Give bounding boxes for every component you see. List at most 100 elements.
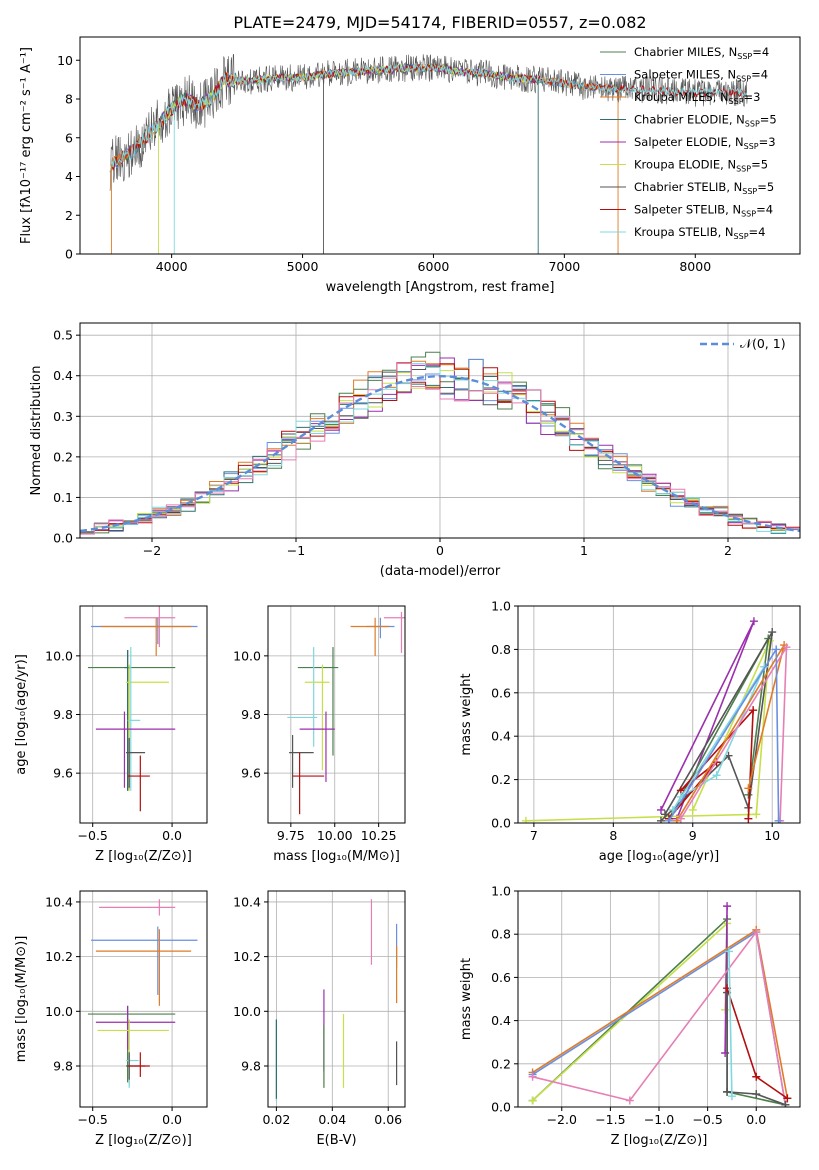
weight-point-marker <box>752 1090 761 1099</box>
y-tick-label: 0.0 <box>53 531 73 546</box>
legend-entry-sub: SSP <box>736 165 751 174</box>
legend-entry-sub: SSP <box>737 52 752 61</box>
weight-point-marker <box>774 816 783 823</box>
x-tick-label: 10 <box>764 828 780 843</box>
legend-entry: Kroupa STELIB, NSSP=4 <box>634 225 765 241</box>
weight-series-line <box>532 928 789 1099</box>
x-tick-label: −1.5 <box>595 1112 625 1127</box>
legend-entry-sub: SSP <box>729 97 744 106</box>
y-tick-label: 9.8 <box>241 707 261 722</box>
x-tick-label: −0.5 <box>78 1112 108 1127</box>
y-tick-label: 0.8 <box>491 642 511 657</box>
x-axis-label: Z [log₁₀(Z/Z⊙)] <box>95 1133 192 1148</box>
legend-entry: Chabrier ELODIE, NSSP=5 <box>634 113 777 129</box>
x-tick-label: 8 <box>609 828 617 843</box>
y-tick-label: 10.0 <box>45 648 73 663</box>
x-tick-label: −0.5 <box>78 828 108 843</box>
weight-point-marker <box>744 814 753 823</box>
x-axis-label: E(B-V) <box>316 1133 356 1148</box>
x-axis-label: Z [log₁₀(Z/Z⊙)] <box>611 1133 708 1148</box>
y-tick-label: 9.8 <box>241 1058 261 1073</box>
x-tick-label: 4000 <box>156 259 188 274</box>
weight-point-marker <box>752 928 761 937</box>
y-tick-label: 1.0 <box>491 884 511 899</box>
weight-point-marker <box>772 645 781 654</box>
y-tick-label: 0.6 <box>491 970 511 985</box>
x-tick-label: 6000 <box>418 259 450 274</box>
weight-point-marker <box>660 810 669 819</box>
weight-point-marker <box>656 805 665 814</box>
weight-point-marker <box>749 617 758 626</box>
normal-curve <box>80 374 800 533</box>
y-tick-label: 6 <box>65 130 73 145</box>
x-tick-label: 0 <box>436 543 444 558</box>
weight-point-marker <box>782 643 791 652</box>
spectrum-series-line <box>110 62 618 172</box>
weight-series-line <box>728 951 733 1097</box>
x-axis-label: (data-model)/error <box>380 564 501 579</box>
legend-entry-sub: SSP <box>736 75 751 84</box>
legend-entry-count: =4 <box>751 68 768 82</box>
weight-point-marker <box>712 771 721 780</box>
legend-entry-count: =4 <box>756 203 773 217</box>
legend-entry: 𝒩(0, 1) <box>740 336 786 351</box>
y-tick-label: 9.6 <box>53 766 73 781</box>
weight-point-marker <box>752 810 761 819</box>
y-tick-label: 10.4 <box>233 894 261 909</box>
y-tick-label: 9.6 <box>241 766 261 781</box>
x-tick-label: 9 <box>689 828 697 843</box>
weight-point-marker <box>744 784 753 793</box>
y-tick-label: 10.2 <box>45 949 73 964</box>
legend-entry: Chabrier STELIB, NSSP=5 <box>634 180 774 196</box>
axes-frame <box>79 36 801 255</box>
plot-area-residuals <box>80 351 800 535</box>
legend-entry: Salpeter MILES, NSSP=4 <box>634 68 768 84</box>
y-tick-label: 9.8 <box>53 707 73 722</box>
y-tick-label: 0.2 <box>491 772 511 787</box>
weight-series-line <box>660 631 773 822</box>
y-axis-label: mass [log₁₀(M/M⊙)] <box>14 936 29 1063</box>
y-tick-label: 0.2 <box>491 1056 511 1071</box>
y-tick-label: 0.6 <box>491 685 511 700</box>
axes-weight_vs_age: 7 8 9 10 0.0 0.2 0.4 0.6 0.8 1.0 age [log₁₀(age/yr… <box>459 599 801 864</box>
legend-entry-label: Chabrier ELODIE, N <box>634 113 745 127</box>
y-axis-label: Flux [fλ10⁻¹⁷ erg cm⁻² s⁻¹ A⁻¹] <box>19 47 34 244</box>
x-axis-label: mass [log₁₀(M/M⊙)] <box>273 849 400 864</box>
y-tick-label: 2 <box>65 208 73 223</box>
legend-entry-sub: SSP <box>744 142 759 151</box>
x-tick-label: 0.06 <box>374 1112 402 1127</box>
legend-entry: Salpeter ELODIE, NSSP=3 <box>634 135 776 151</box>
y-tick-label: 0.3 <box>53 409 73 424</box>
y-tick-label: 1.0 <box>491 599 511 614</box>
x-tick-label: −1.0 <box>644 1112 674 1127</box>
legend-entry-label: Chabrier MILES, N <box>634 45 737 59</box>
legend-entry-count: =5 <box>760 113 777 127</box>
axes-weight_vs_Z: −2.0 −1.5 −1.0 −0.5 0.0 0.0 0.2 0.4 0.6 0.8 1.0 Z [… <box>459 884 801 1148</box>
x-tick-label: 9.75 <box>277 828 305 843</box>
y-tick-label: 10.0 <box>45 1004 73 1019</box>
legend-entry-label: Salpeter STELIB, N <box>634 203 741 217</box>
plot-area-mass_vs_ebv <box>275 899 398 1102</box>
weight-point-marker <box>676 814 685 823</box>
plot-area-weight_vs_age <box>521 617 791 823</box>
plot-area-weight_vs_Z <box>528 902 792 1107</box>
y-tick-label: 0.4 <box>53 368 73 383</box>
x-tick-label: −1 <box>287 543 305 558</box>
legend-entry-count: =5 <box>751 158 768 172</box>
weight-point-marker <box>688 805 697 814</box>
x-tick-label: 0.0 <box>746 1112 766 1127</box>
y-tick-label: 10.0 <box>233 1004 261 1019</box>
weight-point-marker <box>625 1096 634 1105</box>
y-tick-label: 0.2 <box>53 449 73 464</box>
legend-entry-sub: SSP <box>741 210 756 219</box>
legend-entry-label: Chabrier STELIB, N <box>634 180 742 194</box>
x-tick-label: 2 <box>724 543 732 558</box>
weight-point-marker <box>528 1096 537 1105</box>
x-axis-label: wavelength [Angstrom, rest frame] <box>326 280 555 295</box>
legend-entry-count: =4 <box>749 225 766 239</box>
legend-entry: Salpeter STELIB, NSSP=4 <box>634 203 773 219</box>
y-tick-label: 0.1 <box>53 490 73 505</box>
legend-entry-count: =3 <box>759 135 776 149</box>
